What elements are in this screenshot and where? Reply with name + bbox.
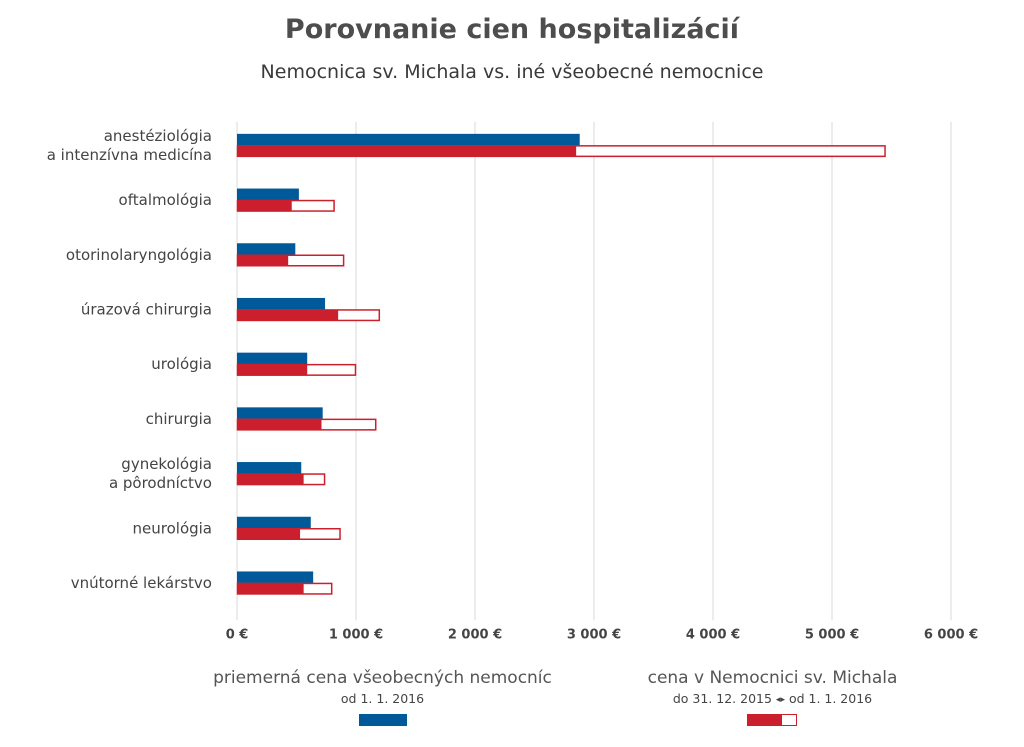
bar-general	[237, 133, 580, 146]
category-label: úrazová chirurgia	[81, 300, 212, 318]
bar-michala-2015	[237, 145, 577, 157]
bar-general	[237, 188, 299, 201]
bar-michala-2015	[237, 364, 308, 376]
legend-michala-before: do 31. 12. 2015	[672, 691, 772, 706]
category-label: gynekológia a pôrodníctvo	[109, 455, 212, 492]
bar-michala-2015	[237, 200, 292, 212]
x-tick-label: 6 000 €	[924, 627, 978, 642]
category-label: neurológia	[133, 519, 212, 537]
category-label: vnútorné lekárstvo	[71, 574, 212, 592]
x-tick-label: 1 000 €	[329, 627, 383, 642]
bar-general	[237, 297, 326, 310]
legend-michala-after: od 1. 1. 2016	[788, 691, 873, 706]
legend-general-sub: od 1. 1. 2016	[340, 691, 425, 706]
legend-michala-title: cena v Nemocnici sv. Michala	[647, 668, 898, 688]
swap-arrows-icon: ◂▸	[775, 695, 785, 705]
x-tick-label: 3 000 €	[567, 627, 621, 642]
legend-michala-after-swatch	[781, 714, 797, 726]
bar-general	[237, 407, 323, 419]
legend-michala: cena v Nemocnici sv. Michala do 31. 12. …	[610, 668, 935, 726]
category-label: anestéziológia a intenzívna medicína	[47, 127, 212, 164]
category-label: chirurgia	[146, 410, 212, 428]
category-label: otorinolaryngológia	[66, 246, 212, 264]
bar-michala-2015	[237, 473, 304, 486]
bar-michala-2015	[237, 309, 339, 321]
legend-general: priemerná cena všeobecných nemocníc od 1…	[170, 668, 595, 726]
bar-michala-2015	[237, 418, 322, 431]
bar-general	[237, 243, 296, 255]
bar-michala-2015	[237, 528, 301, 540]
x-tick-label: 5 000 €	[805, 627, 859, 642]
bar-michala-2015	[237, 254, 289, 267]
legend-general-swatch	[358, 714, 407, 726]
bar-general	[237, 462, 302, 474]
x-tick-label: 4 000 €	[686, 627, 740, 642]
chart-subtitle: Nemocnica sv. Michala vs. iné všeobecné …	[260, 61, 764, 83]
bar-michala-2015	[237, 582, 304, 595]
bar-general	[237, 571, 314, 583]
bar-general	[237, 352, 308, 365]
category-label: urológia	[151, 355, 212, 373]
legend-general-title: priemerná cena všeobecných nemocníc	[213, 668, 552, 688]
legend-michala-sub: do 31. 12. 2015 ◂▸ od 1. 1. 2016	[610, 691, 935, 706]
x-tick-label: 2 000 €	[448, 627, 502, 642]
bar-general	[237, 516, 311, 529]
category-label: oftalmológia	[119, 191, 212, 209]
chart-title: Porovnanie cien hospitalizácií	[284, 14, 740, 45]
bar-chart: 0 € 1 000 € 2 000 € 3 000 € 4 000 € 5 000 € 6 …	[47, 122, 978, 642]
legend-michala-before-swatch	[747, 714, 781, 726]
x-tick-label: 0 €	[226, 627, 249, 642]
